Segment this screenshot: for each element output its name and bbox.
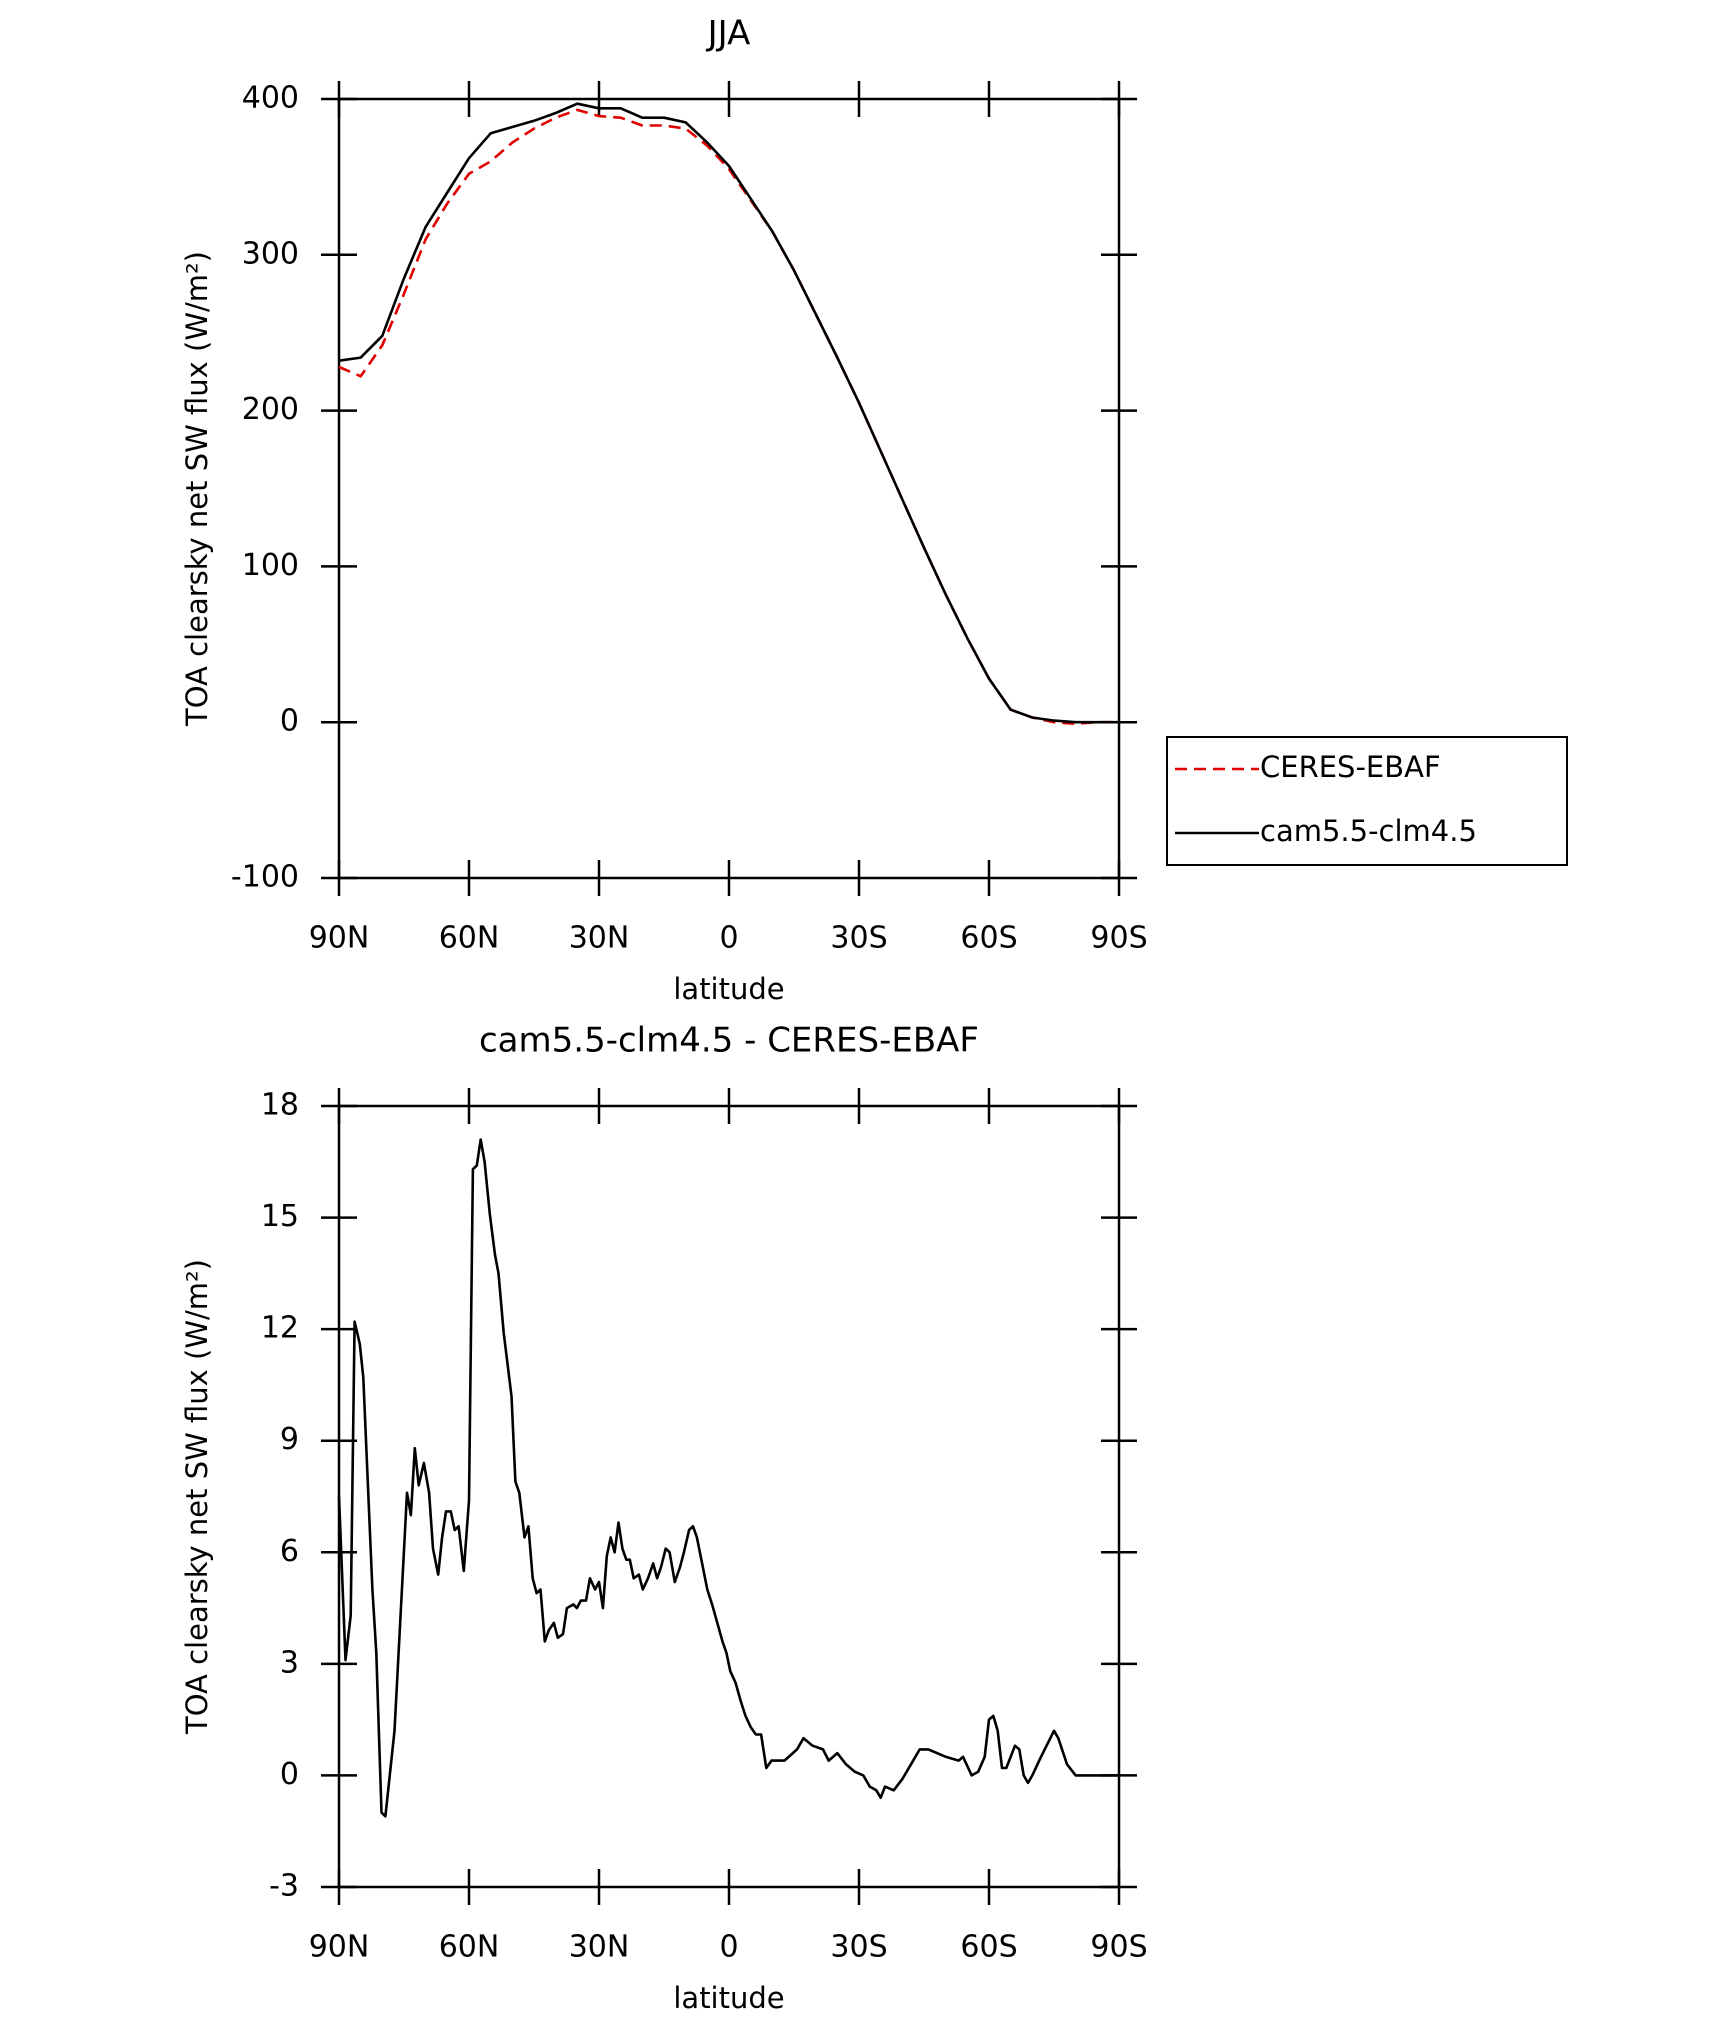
x-axis-label: latitude: [673, 1981, 784, 2015]
y-tick-label: 0: [280, 1757, 299, 1792]
x-tick-label: 30N: [569, 921, 630, 956]
y-tick-label: 3: [280, 1645, 299, 1680]
y-tick-label: 9: [280, 1422, 299, 1457]
legend-label: cam5.5-clm4.5: [1260, 814, 1477, 848]
y-tick-label: 0: [280, 704, 299, 739]
y-axis-label: TOA clearsky net SW flux (W/m²): [180, 251, 214, 727]
data-line: [338, 102, 1119, 724]
chart-title: cam5.5-clm4.5 - CERES-EBAF: [479, 1021, 979, 1061]
legend-label: CERES-EBAF: [1260, 750, 1441, 784]
x-axis-label: latitude: [673, 972, 784, 1006]
y-tick-label: 6: [280, 1534, 299, 1569]
x-tick-label: 90N: [309, 1930, 370, 1965]
data-line: [337, 1138, 1119, 1818]
y-tick-label: 200: [242, 392, 299, 427]
x-tick-label: 0: [719, 921, 738, 956]
y-tick-label: 100: [242, 548, 299, 583]
x-tick-label: 30S: [830, 921, 887, 956]
y-tick-label: 300: [242, 236, 299, 271]
y-tick-label: 400: [242, 81, 299, 116]
x-tick-label: 60N: [439, 1930, 500, 1965]
y-tick-label: 18: [261, 1088, 299, 1123]
legend-box: [1166, 736, 1568, 866]
y-tick-label: -3: [269, 1869, 299, 1904]
data-line: [338, 108, 1119, 726]
x-tick-label: 30S: [830, 1930, 887, 1965]
x-tick-label: 60S: [960, 1930, 1017, 1965]
y-tick-label: 15: [261, 1199, 299, 1234]
x-tick-label: 30N: [569, 1930, 630, 1965]
x-tick-label: 90S: [1090, 921, 1147, 956]
chart-title: JJA: [706, 14, 751, 54]
x-tick-label: 90S: [1090, 1930, 1147, 1965]
x-tick-label: 0: [719, 1930, 738, 1965]
legend: CERES-EBAF cam5.5-clm4.5: [1166, 736, 1568, 866]
y-tick-label: 12: [261, 1311, 299, 1346]
y-axis-label: TOA clearsky net SW flux (W/m²): [180, 1259, 214, 1735]
x-tick-label: 90N: [309, 921, 370, 956]
plot-frame: [337, 1104, 1121, 1889]
plot-frame: [337, 97, 1121, 880]
y-tick-label: -100: [231, 860, 299, 895]
x-tick-label: 60N: [439, 921, 500, 956]
x-tick-label: 60S: [960, 921, 1017, 956]
